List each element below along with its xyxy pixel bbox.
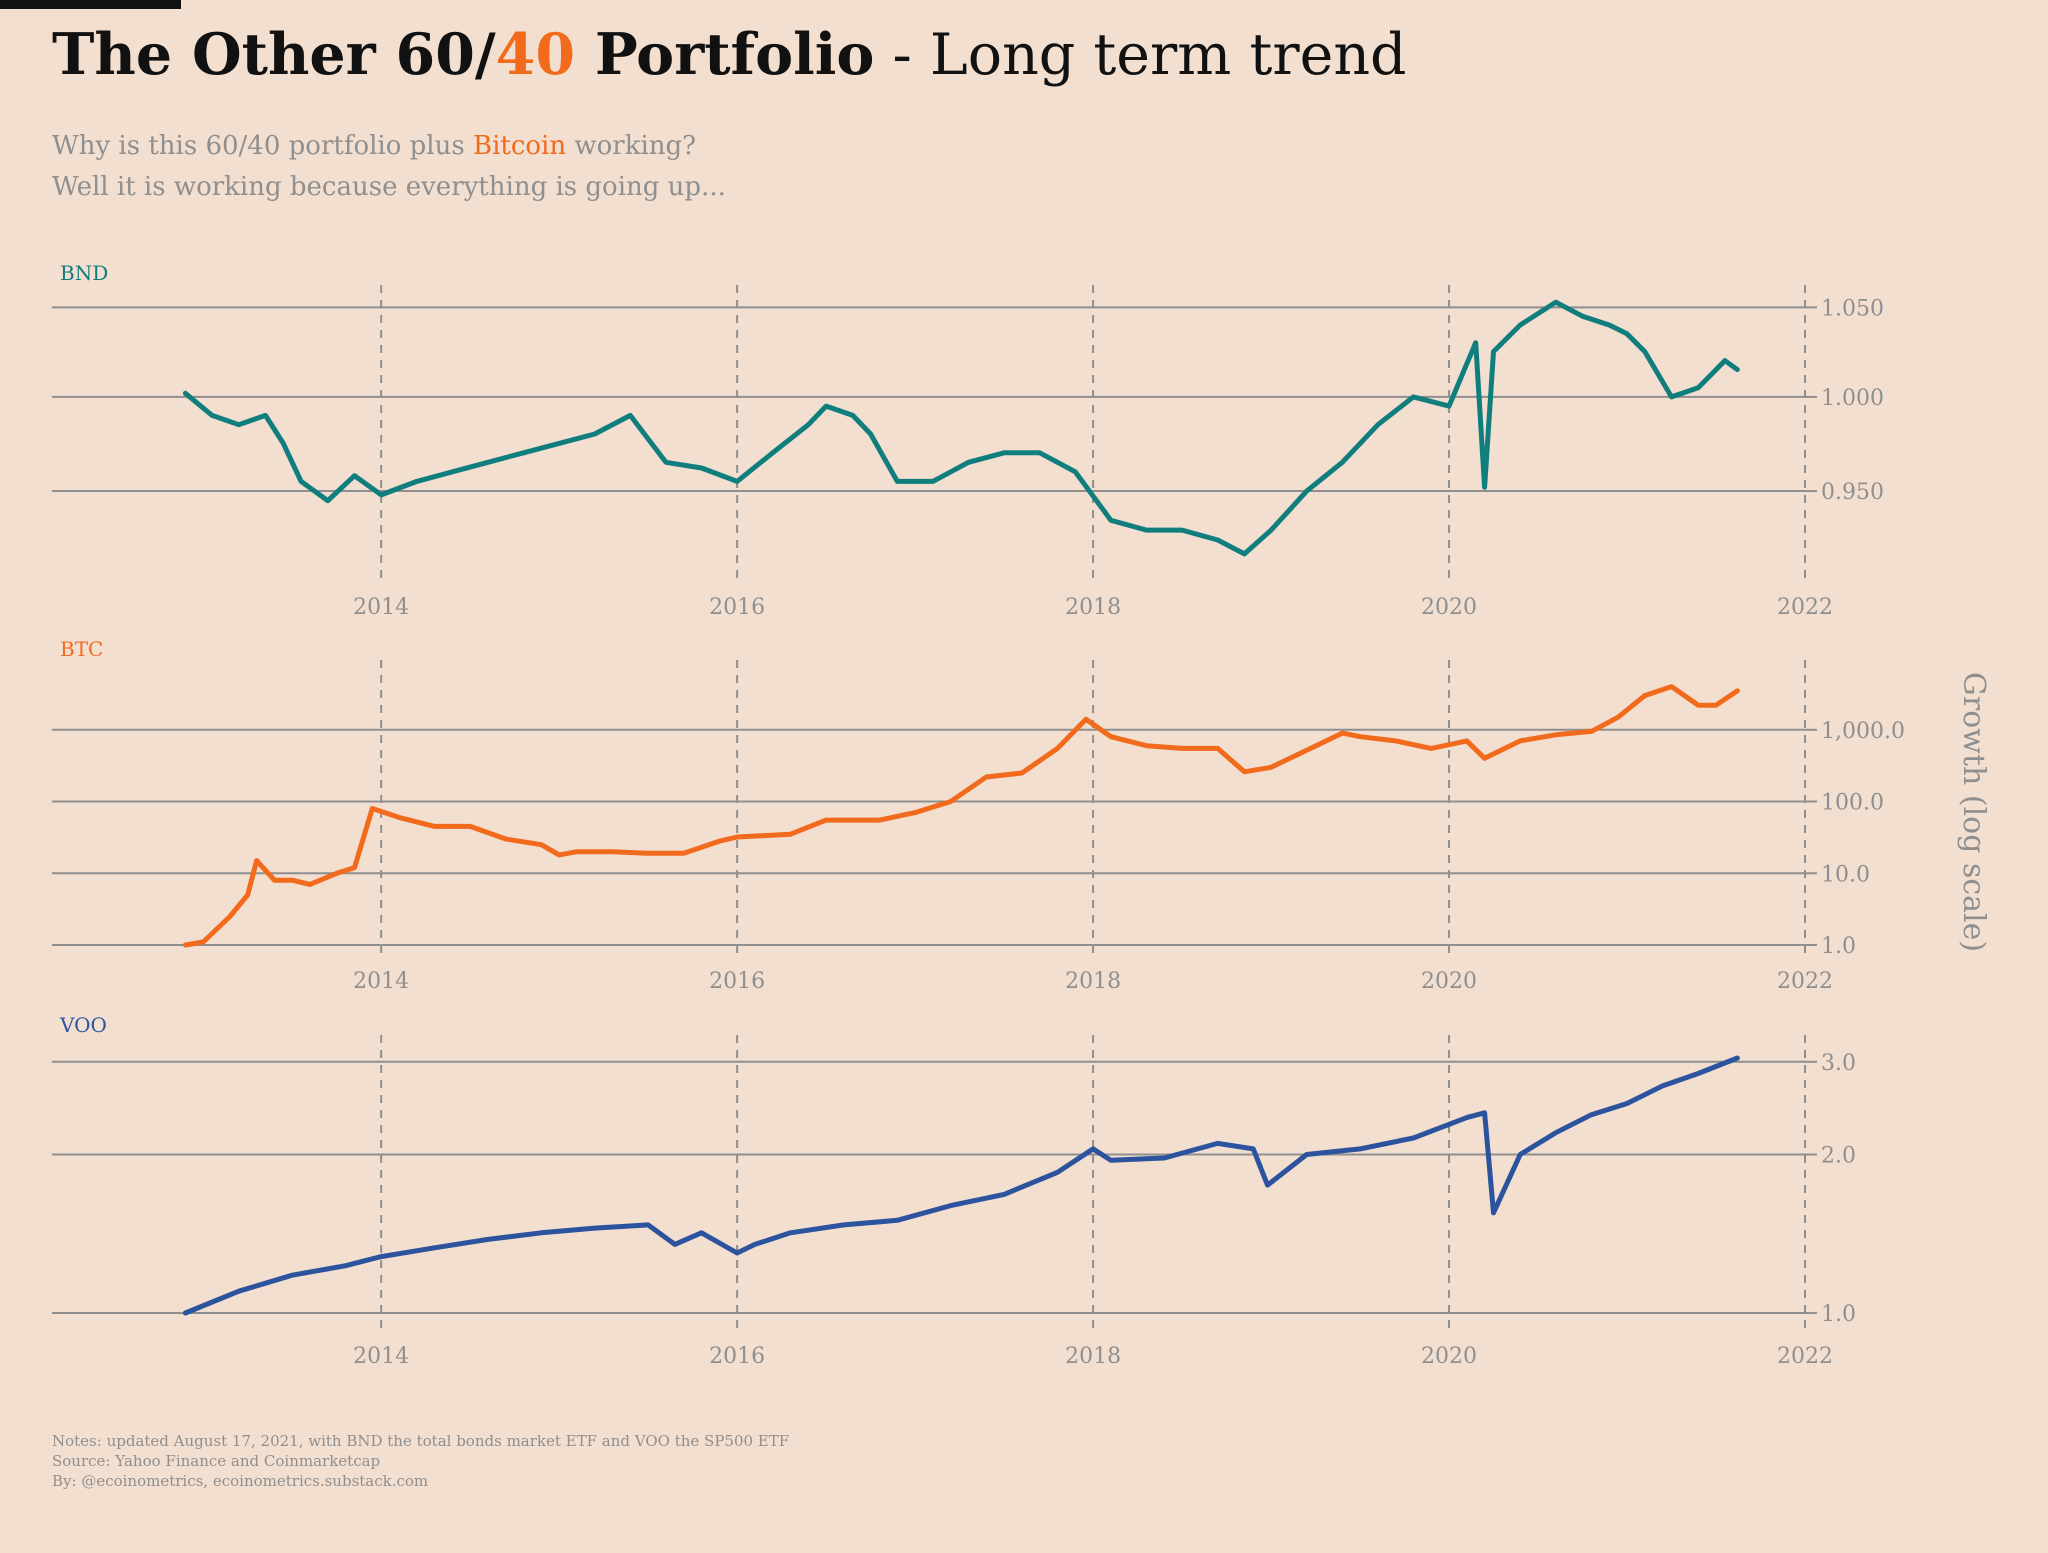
title-part-2: 40: [495, 21, 575, 88]
bnd-y-tick-label: 1.000: [1821, 386, 1884, 411]
bnd-x-tick-label: 2016: [709, 595, 765, 620]
voo-panel-label: VOO: [59, 1013, 107, 1037]
y-axis-label: Growth (log scale): [1956, 672, 1991, 952]
subtitle-bitcoin: Bitcoin: [472, 131, 567, 161]
subtitle: Why is this 60/40 portfolio plus Bitcoin…: [52, 126, 726, 208]
bnd-x-tick-label: 2020: [1421, 595, 1477, 620]
voo-x-tick-label: 2022: [1777, 1344, 1833, 1369]
title-part-1: The Other 60/: [52, 21, 496, 88]
voo-series-line: [182, 1055, 1740, 1316]
subtitle-line-2: Well it is working because everything is…: [52, 172, 726, 202]
bnd-x-tick-label: 2014: [353, 595, 409, 620]
bnd-y-tick-label: 1.050: [1821, 296, 1884, 321]
btc-y-tick-label: 1,000.0: [1821, 719, 1905, 744]
voo-y-tick-label: 2.0: [1821, 1144, 1856, 1169]
btc-x-tick-label: 2014: [353, 969, 409, 994]
btc-x-tick-label: 2020: [1421, 969, 1477, 994]
voo-x-tick-label: 2018: [1065, 1344, 1121, 1369]
btc-panel-label: BTC: [60, 637, 103, 661]
subtitle-line-1-c: working?: [566, 131, 697, 161]
bnd-x-tick-label: 2022: [1777, 595, 1833, 620]
page-title: The Other 60/40 Portfolio - Long term tr…: [52, 20, 1407, 90]
bnd-x-tick-label: 2018: [1065, 595, 1121, 620]
subtitle-line-1: Why is this 60/40 portfolio plus Bitcoin…: [52, 126, 726, 167]
top-accent-bar: [0, 0, 181, 9]
bnd-y-tick-label: 0.950: [1821, 480, 1884, 505]
title-part-4: - Long term trend: [874, 22, 1407, 88]
btc-x-tick-label: 2018: [1065, 969, 1121, 994]
voo-x-tick-label: 2014: [353, 1344, 409, 1369]
voo-x-tick-label: 2016: [709, 1344, 765, 1369]
btc-x-tick-label: 2016: [709, 969, 765, 994]
voo-y-tick-label: 3.0: [1821, 1051, 1856, 1076]
btc-y-tick-label: 1.0: [1821, 934, 1856, 959]
btc-series-line: [182, 684, 1740, 948]
notes-line-2: Source: Yahoo Finance and Coinmarketcap: [52, 1452, 381, 1470]
btc-x-tick-label: 2022: [1777, 969, 1833, 994]
subtitle-line-1-a: Why is this 60/40 portfolio plus: [52, 131, 473, 161]
btc-y-tick-label: 10.0: [1821, 862, 1870, 887]
notes: Notes: updated August 17, 2021, with BND…: [52, 1431, 789, 1491]
bnd-series-line: [182, 299, 1740, 557]
notes-line-3: By: @ecoinometrics, ecoinometrics.substa…: [52, 1472, 429, 1490]
notes-line-1: Notes: updated August 17, 2021, with BND…: [52, 1432, 790, 1450]
voo-x-tick-label: 2020: [1421, 1344, 1477, 1369]
voo-y-tick-label: 1.0: [1821, 1302, 1856, 1327]
bnd-panel-label: BND: [60, 261, 108, 285]
btc-y-tick-label: 100.0: [1821, 791, 1884, 816]
title-part-3: Portfolio: [575, 21, 875, 88]
